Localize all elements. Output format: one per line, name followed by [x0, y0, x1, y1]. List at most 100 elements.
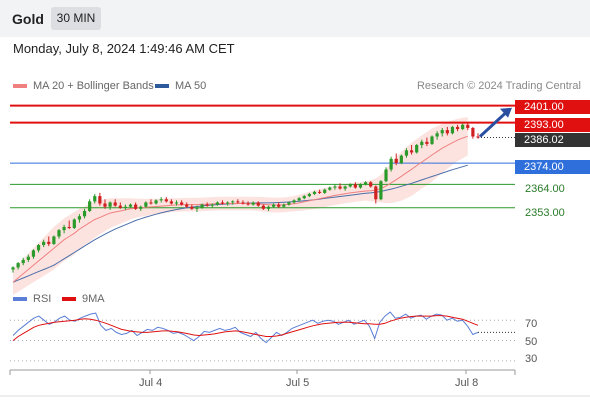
candle-body	[461, 124, 465, 130]
candle-body	[174, 202, 179, 204]
candle-body	[445, 130, 449, 134]
rsi-legend-swatch	[13, 297, 27, 301]
symbol-title: Gold	[12, 11, 44, 27]
candle-body	[215, 202, 219, 205]
candle-body	[52, 236, 56, 244]
candle-body	[241, 202, 245, 204]
rsi-legend-label: RSI	[33, 293, 52, 305]
ma50-legend-swatch	[155, 84, 169, 88]
candle-body	[404, 150, 409, 156]
candle-body	[113, 202, 117, 206]
x-label-jul5: Jul 5	[286, 377, 310, 389]
candle-body	[98, 196, 102, 204]
candle-body	[369, 182, 373, 187]
candle-body	[134, 204, 138, 209]
ma20-legend-swatch	[13, 84, 27, 88]
candle-body	[144, 202, 148, 207]
candle-body	[93, 196, 97, 202]
timeframe-badge[interactable]: 30 MIN	[51, 7, 101, 30]
candle-body	[82, 210, 87, 217]
candle-body	[374, 186, 378, 200]
bollinger-band	[13, 117, 468, 295]
candle-body	[77, 216, 82, 220]
candle-body	[323, 189, 327, 193]
candle-body	[358, 184, 363, 188]
candle-body	[466, 124, 470, 128]
candle-body	[338, 186, 342, 189]
candle-body	[123, 206, 128, 208]
candle-body	[409, 150, 414, 153]
candle-body	[190, 206, 194, 209]
candle-body	[16, 263, 20, 268]
candle-body	[440, 130, 444, 134]
candle-body	[297, 198, 301, 201]
candle-body	[108, 202, 112, 207]
candle-body	[384, 169, 388, 182]
candle-body	[450, 126, 455, 134]
rsi-tick-30: 30	[525, 353, 538, 365]
timestamp: Monday, July 8, 2024 1:49:46 AM CET	[13, 41, 235, 56]
candle-body	[231, 201, 235, 203]
candle-body	[420, 141, 424, 146]
candle-body	[389, 158, 393, 170]
x-label-jul8: Jul 8	[455, 377, 479, 389]
candle-body	[57, 230, 61, 237]
candle-body	[88, 201, 92, 211]
candle-body	[21, 259, 25, 264]
ma50-legend-label: MA 50	[175, 80, 207, 92]
rsi-line	[12, 311, 479, 344]
ma20-line	[12, 135, 468, 283]
candle-body	[307, 193, 311, 197]
candle-body	[236, 201, 240, 203]
price-tag-2353: 2353.00	[525, 207, 565, 219]
price-tag-2401: 2401.00	[515, 100, 590, 114]
candle-body	[399, 155, 403, 164]
candle-body	[272, 204, 276, 207]
candle-body	[103, 203, 107, 207]
candle-body	[292, 200, 296, 203]
candle-body	[226, 202, 230, 204]
credit-text: Research © 2024 Trading Central	[416, 80, 581, 92]
candle-body	[139, 206, 143, 209]
candle-body	[169, 201, 174, 204]
candle-body	[455, 126, 460, 130]
candle-body	[149, 202, 153, 204]
candle-body	[476, 136, 480, 138]
header-bar: Gold 30 MIN	[0, 0, 590, 37]
candle-body	[328, 187, 332, 190]
candle-body	[379, 181, 383, 200]
forecast-arrow-shaft	[478, 109, 510, 138]
candle-body	[251, 202, 255, 205]
candle-body	[317, 191, 322, 193]
candle-body	[72, 219, 76, 228]
price-tag-last: 2386.02	[515, 133, 590, 147]
candle-body	[363, 182, 368, 185]
candle-body	[277, 204, 281, 207]
candle-body	[256, 202, 260, 206]
candle-body	[118, 205, 122, 208]
candle-body	[333, 186, 337, 188]
candle-body	[394, 158, 398, 164]
x-label-jul4: Jul 4	[139, 377, 163, 389]
candle-body	[435, 133, 439, 137]
candle-body	[31, 250, 36, 257]
candle-body	[47, 241, 51, 244]
candle-body	[220, 202, 225, 204]
candle-body	[159, 199, 163, 201]
candle-body	[11, 267, 15, 270]
price-tag-2364: 2364.00	[525, 183, 565, 195]
candle-body	[185, 204, 189, 207]
price-tag-2374: 2374.00	[515, 160, 590, 174]
candle-body	[302, 196, 306, 199]
candle-body	[246, 203, 250, 205]
candle-body	[195, 207, 199, 209]
ma9-legend-swatch	[62, 297, 76, 301]
candle-body	[353, 184, 357, 188]
candle-body	[210, 204, 214, 206]
rsi-tick-70: 70	[525, 318, 538, 330]
candle-body	[343, 186, 347, 189]
candle-body	[205, 204, 209, 206]
price-tag-2393: 2393.00	[515, 118, 590, 132]
forecast-arrow-head	[500, 107, 512, 118]
candle-body	[425, 141, 429, 144]
